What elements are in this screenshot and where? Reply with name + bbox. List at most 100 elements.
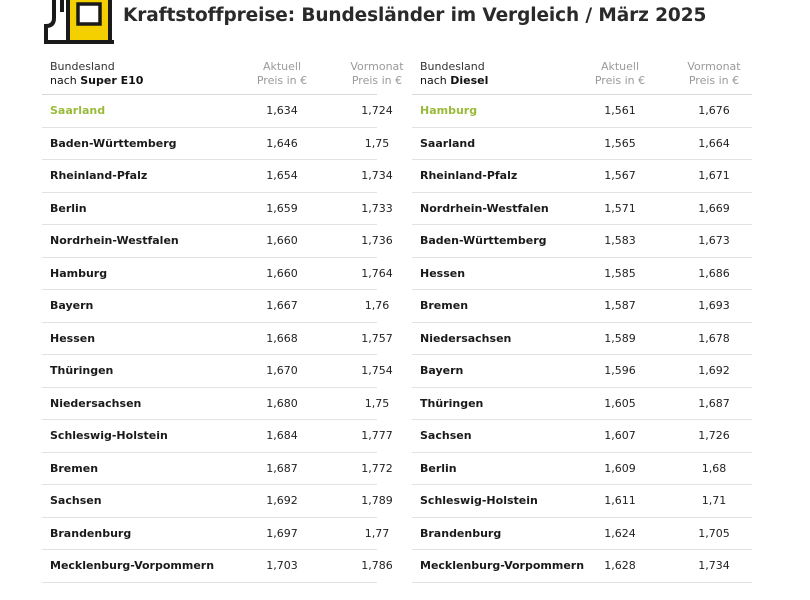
state-name: Brandenburg <box>50 526 132 540</box>
table-body: Saarland 1,634 1,724 Baden-Württemberg 1,646… <box>42 95 393 583</box>
state-name: Berlin <box>50 201 87 215</box>
current-price: 1,634 <box>266 104 298 117</box>
table-row: Brandenburg 1,697 1,77 <box>42 518 389 550</box>
current-price: 1,571 <box>604 201 636 215</box>
previous-price: 1,673 <box>698 234 730 247</box>
current-price: 1,660 <box>266 234 298 247</box>
current-price: 1,624 <box>604 526 636 540</box>
previous-price: 1,786 <box>361 559 393 572</box>
state-name: Nordrhein-Westfalen <box>420 201 549 215</box>
current-price: 1,654 <box>266 169 298 182</box>
previous-price: 1,734 <box>698 559 730 572</box>
state-name: Berlin <box>420 461 457 475</box>
previous-price: 1,757 <box>361 331 393 345</box>
state-name: Bayern <box>50 299 94 312</box>
current-price: 1,646 <box>266 136 298 150</box>
table-row: Bremen 1,687 1,772 <box>42 453 393 485</box>
current-price: 1,611 <box>604 494 636 507</box>
table-row: Saarland 1,634 1,724 <box>42 95 393 128</box>
previous-price: 1,75 <box>364 396 390 410</box>
header-bundesland: Bundesland nach Super E10 <box>50 60 144 87</box>
header-bundesland: Bundesland nach Diesel <box>420 60 489 87</box>
state-name: Sachsen <box>420 429 472 442</box>
state-name: Hessen <box>420 266 466 280</box>
table-row: Bayern 1,667 1,76 <box>42 290 389 323</box>
current-price: 1,561 <box>604 104 636 117</box>
table-row: Thüringen 1,605 1,687 <box>412 388 752 420</box>
table-row: Mecklenburg-Vorpommern 1,628 1,734 <box>412 550 752 583</box>
fuel-pump-icon <box>44 0 114 44</box>
state-name: Thüringen <box>50 364 114 377</box>
current-price: 1,589 <box>604 331 636 345</box>
table-row: Bayern 1,596 1,692 <box>412 355 752 388</box>
previous-price: 1,734 <box>361 169 393 182</box>
table-row: Berlin 1,609 1,68 <box>412 453 752 485</box>
table-row: Baden-Württemberg 1,646 1,75 <box>42 128 389 160</box>
table-row: Nordrhein-Westfalen 1,660 1,736 <box>42 225 393 258</box>
state-name: Mecklenburg-Vorpommern <box>420 559 585 572</box>
super-e10-table: Bundesland nach Super E10 Aktuell Preis … <box>42 56 404 583</box>
state-name: Thüringen <box>420 396 484 410</box>
previous-price: 1,736 <box>361 234 393 247</box>
previous-price: 1,75 <box>364 136 390 150</box>
state-name: Niedersachsen <box>420 331 512 345</box>
current-price: 1,692 <box>266 494 298 507</box>
state-name: Baden-Württemberg <box>50 136 177 150</box>
table-row: Bremen 1,587 1,693 <box>412 290 752 323</box>
current-price: 1,668 <box>266 331 298 345</box>
table-row: Rheinland-Pfalz 1,567 1,671 <box>412 160 752 193</box>
state-name: Nordrhein-Westfalen <box>50 234 179 247</box>
previous-price: 1,772 <box>361 461 393 475</box>
current-price: 1,587 <box>604 299 636 312</box>
header-aktuell: Aktuell Preis in € <box>594 60 646 87</box>
table-row: Hamburg 1,561 1,676 <box>412 95 752 128</box>
table-row: Sachsen 1,607 1,726 <box>412 420 752 453</box>
table-row: Hessen 1,585 1,686 <box>412 258 752 290</box>
table-header: Bundesland nach Diesel Aktuell Preis in … <box>412 56 752 95</box>
current-price: 1,609 <box>604 461 636 475</box>
state-name: Bayern <box>420 364 464 377</box>
header-aktuell: Aktuell Preis in € <box>256 60 308 87</box>
table-row: Niedersachsen 1,680 1,75 <box>42 388 389 420</box>
current-price: 1,703 <box>266 559 298 572</box>
previous-price: 1,687 <box>698 396 730 410</box>
previous-price: 1,693 <box>698 299 730 312</box>
state-name: Bremen <box>50 461 99 475</box>
current-price: 1,628 <box>604 559 636 572</box>
previous-price: 1,726 <box>698 429 730 442</box>
current-price: 1,607 <box>604 429 636 442</box>
state-name: Schleswig-Holstein <box>420 494 538 507</box>
table-header: Bundesland nach Super E10 Aktuell Preis … <box>42 56 404 95</box>
state-name: Niedersachsen <box>50 396 142 410</box>
previous-price: 1,764 <box>361 266 393 280</box>
current-price: 1,680 <box>266 396 298 410</box>
table-row: Nordrhein-Westfalen 1,571 1,669 <box>412 193 752 225</box>
state-name: Saarland <box>50 104 106 117</box>
header-vormonat: Vormonat Preis in € <box>687 60 741 87</box>
state-name: Hessen <box>50 331 96 345</box>
table-row: Sachsen 1,692 1,789 <box>42 485 393 518</box>
state-name: Rheinland-Pfalz <box>420 169 518 182</box>
table-row: Niedersachsen 1,589 1,678 <box>412 323 752 355</box>
table-row: Hessen 1,668 1,757 <box>42 323 393 355</box>
previous-price: 1,789 <box>361 494 393 507</box>
table-row: Berlin 1,659 1,733 <box>42 193 393 225</box>
diesel-table: Bundesland nach Diesel Aktuell Preis in … <box>412 56 752 583</box>
table-row: Schleswig-Holstein 1,684 1,777 <box>42 420 393 453</box>
table-row: Mecklenburg-Vorpommern 1,703 1,786 <box>42 550 393 583</box>
previous-price: 1,678 <box>698 331 730 345</box>
previous-price: 1,669 <box>698 201 730 215</box>
previous-price: 1,705 <box>698 526 730 540</box>
table-row: Schleswig-Holstein 1,611 1,71 <box>412 485 752 518</box>
current-price: 1,684 <box>266 429 298 442</box>
current-price: 1,670 <box>266 364 298 377</box>
state-name: Schleswig-Holstein <box>50 429 168 442</box>
table-body: Hamburg 1,561 1,676 Saarland 1,565 1,664 Rhein… <box>412 95 752 583</box>
state-name: Hamburg <box>420 104 478 117</box>
table-row: Saarland 1,565 1,664 <box>412 128 752 160</box>
state-name: Rheinland-Pfalz <box>50 169 148 182</box>
current-price: 1,659 <box>266 201 298 215</box>
state-name: Saarland <box>420 136 476 150</box>
previous-price: 1,733 <box>361 201 393 215</box>
previous-price: 1,77 <box>364 526 390 540</box>
